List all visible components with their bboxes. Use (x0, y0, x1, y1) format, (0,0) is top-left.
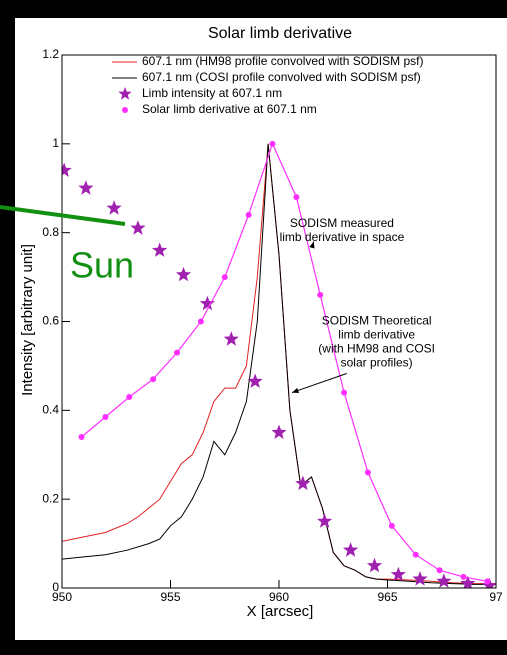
star-marker (317, 513, 333, 528)
dot-marker (412, 551, 419, 558)
legend-star (118, 87, 132, 100)
star-marker (295, 475, 311, 491)
annotation: SODISM measured (290, 216, 394, 230)
annotation: limb derivative (338, 328, 415, 342)
dot-marker (436, 567, 443, 574)
star-marker (412, 571, 428, 586)
x-tick-label: 955 (160, 590, 180, 604)
x-tick-label: 965 (377, 590, 397, 604)
dot-marker (269, 140, 276, 147)
dot-marker (174, 349, 181, 356)
star-marker (247, 373, 263, 388)
x-tick-label: 960 (269, 590, 289, 604)
annotation: (with HM98 and COSI (318, 342, 435, 356)
legend-label: Limb intensity at 607.1 nm (142, 86, 282, 100)
dot-marker (484, 578, 491, 585)
plot-frame (61, 54, 497, 589)
dot-marker (317, 291, 324, 298)
dot-marker (364, 469, 371, 476)
arrow-head (292, 387, 300, 394)
plot (62, 140, 496, 588)
dot-marker (221, 274, 228, 281)
star-marker (152, 242, 168, 257)
dot-marker (150, 376, 157, 383)
y-tick-label: 0.8 (42, 225, 59, 239)
y-tick-label: 0.4 (42, 403, 59, 417)
y-tick-label: 0.6 (42, 314, 59, 328)
legend-label: Solar limb derivative at 607.1 nm (142, 102, 317, 116)
annotation: solar profiles) (341, 356, 413, 370)
star-marker (223, 331, 239, 346)
y-tick-label: 0.2 (42, 491, 59, 505)
star-marker (460, 575, 476, 588)
x-tick-label: 950 (52, 590, 72, 604)
arrow-head (309, 241, 315, 249)
star-marker (271, 424, 287, 439)
series-line (62, 143, 496, 585)
x-tick-label: 97 (489, 590, 503, 604)
star-marker (199, 295, 215, 311)
y-axis-label: Intensity [arbitrary unit] (19, 244, 36, 396)
dot-marker (102, 413, 109, 420)
star-marker (130, 220, 146, 235)
dot-marker (197, 318, 204, 325)
star-marker (62, 162, 72, 177)
legend-dot (122, 107, 128, 113)
legend-label: 607.1 nm (HM98 profile convolved with SO… (142, 54, 423, 68)
dot-marker (341, 389, 348, 396)
annotation: SODISM Theoretical (322, 314, 432, 328)
dot-marker (388, 522, 395, 529)
dot-marker (460, 573, 467, 580)
y-tick-label: 1 (52, 136, 59, 150)
star-marker (106, 200, 122, 215)
chart-title: Solar limb derivative (208, 25, 352, 42)
y-tick-label: 0 (52, 580, 59, 594)
star-marker (366, 557, 383, 573)
star-marker (436, 573, 452, 588)
annotation: limb derivative in space (280, 230, 405, 244)
star-marker (78, 180, 94, 195)
sun-label: Sun (70, 245, 134, 286)
y-tick-label: 1.2 (42, 47, 59, 61)
dot-marker (293, 194, 300, 201)
star-marker (343, 542, 359, 557)
star-marker (390, 566, 406, 582)
dot-marker (245, 211, 252, 218)
x-axis-label: X [arcsec] (247, 603, 314, 620)
star-marker (175, 266, 192, 282)
panel (15, 18, 507, 640)
legend-label: 607.1 nm (COSI profile convolved with SO… (142, 70, 421, 84)
dot-marker (78, 433, 85, 440)
series-line (81, 142, 488, 582)
dot-marker (126, 394, 133, 401)
annotation-arrow (291, 373, 347, 394)
sun-line (0, 205, 126, 226)
